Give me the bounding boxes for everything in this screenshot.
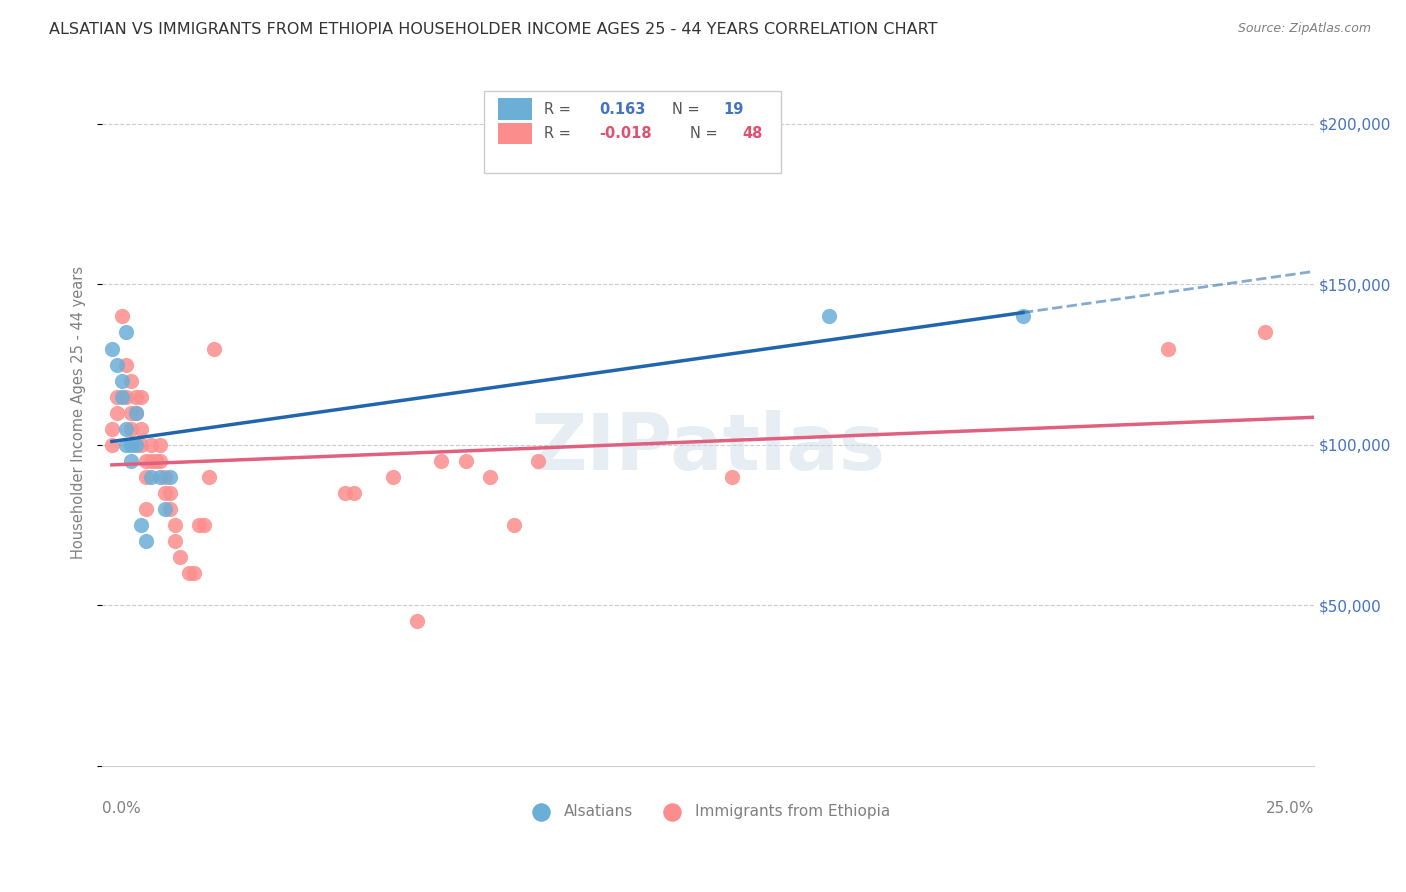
- Point: [110, 390, 132, 404]
- Point: [478, 470, 501, 484]
- Text: R =: R =: [544, 127, 571, 141]
- Point: [198, 470, 221, 484]
- Text: N =: N =: [690, 127, 717, 141]
- Point: [139, 438, 162, 452]
- Text: 19: 19: [724, 102, 744, 117]
- Point: [101, 342, 124, 356]
- Point: [188, 518, 211, 533]
- Text: -0.018: -0.018: [599, 127, 651, 141]
- Point: [125, 390, 148, 404]
- Point: [382, 470, 405, 484]
- Point: [135, 502, 157, 516]
- Point: [101, 438, 124, 452]
- Point: [155, 470, 177, 484]
- Text: ALSATIAN VS IMMIGRANTS FROM ETHIOPIA HOUSEHOLDER INCOME AGES 25 - 44 YEARS CORRE: ALSATIAN VS IMMIGRANTS FROM ETHIOPIA HOU…: [49, 22, 938, 37]
- Point: [503, 518, 526, 533]
- Point: [139, 470, 162, 484]
- Point: [115, 326, 138, 340]
- FancyBboxPatch shape: [498, 98, 533, 120]
- Point: [183, 566, 205, 581]
- Point: [120, 406, 142, 420]
- Point: [454, 454, 477, 468]
- Text: ZIPatlas: ZIPatlas: [530, 410, 886, 486]
- Point: [135, 454, 157, 468]
- Point: [193, 518, 215, 533]
- Point: [169, 550, 191, 565]
- Text: N =: N =: [672, 102, 699, 117]
- Point: [145, 454, 167, 468]
- Point: [527, 454, 550, 468]
- Text: 0.0%: 0.0%: [103, 801, 141, 816]
- Point: [110, 374, 132, 388]
- Point: [105, 406, 128, 420]
- Point: [120, 374, 142, 388]
- Text: 48: 48: [742, 127, 762, 141]
- FancyBboxPatch shape: [498, 123, 533, 145]
- Point: [202, 342, 225, 356]
- Point: [1254, 326, 1277, 340]
- Point: [406, 615, 429, 629]
- Point: [120, 454, 142, 468]
- Point: [139, 454, 162, 468]
- Point: [1157, 342, 1180, 356]
- Point: [129, 518, 152, 533]
- Point: [129, 422, 152, 436]
- Text: R =: R =: [544, 102, 571, 117]
- Point: [155, 502, 177, 516]
- FancyBboxPatch shape: [484, 91, 780, 173]
- Point: [159, 486, 181, 500]
- Point: [159, 470, 181, 484]
- Point: [179, 566, 201, 581]
- Point: [101, 422, 124, 436]
- Point: [135, 470, 157, 484]
- Point: [115, 422, 138, 436]
- Point: [129, 390, 152, 404]
- Legend: Alsatians, Immigrants from Ethiopia: Alsatians, Immigrants from Ethiopia: [520, 798, 896, 825]
- Point: [115, 358, 138, 372]
- Point: [155, 486, 177, 500]
- Point: [129, 438, 152, 452]
- Point: [333, 486, 356, 500]
- Point: [818, 310, 841, 324]
- Point: [149, 438, 172, 452]
- Point: [163, 534, 186, 549]
- Point: [105, 390, 128, 404]
- Point: [135, 534, 157, 549]
- Text: 25.0%: 25.0%: [1265, 801, 1313, 816]
- Point: [163, 518, 186, 533]
- Point: [159, 502, 181, 516]
- Y-axis label: Householder Income Ages 25 - 44 years: Householder Income Ages 25 - 44 years: [72, 266, 86, 559]
- Point: [721, 470, 744, 484]
- Point: [125, 406, 148, 420]
- Point: [149, 454, 172, 468]
- Point: [149, 470, 172, 484]
- Point: [120, 422, 142, 436]
- Point: [125, 438, 148, 452]
- Point: [115, 390, 138, 404]
- Point: [430, 454, 453, 468]
- Text: Source: ZipAtlas.com: Source: ZipAtlas.com: [1237, 22, 1371, 36]
- Point: [1012, 310, 1035, 324]
- Point: [105, 358, 128, 372]
- Point: [125, 406, 148, 420]
- Text: 0.163: 0.163: [599, 102, 645, 117]
- Point: [120, 438, 142, 452]
- Point: [110, 310, 132, 324]
- Point: [115, 438, 138, 452]
- Point: [343, 486, 366, 500]
